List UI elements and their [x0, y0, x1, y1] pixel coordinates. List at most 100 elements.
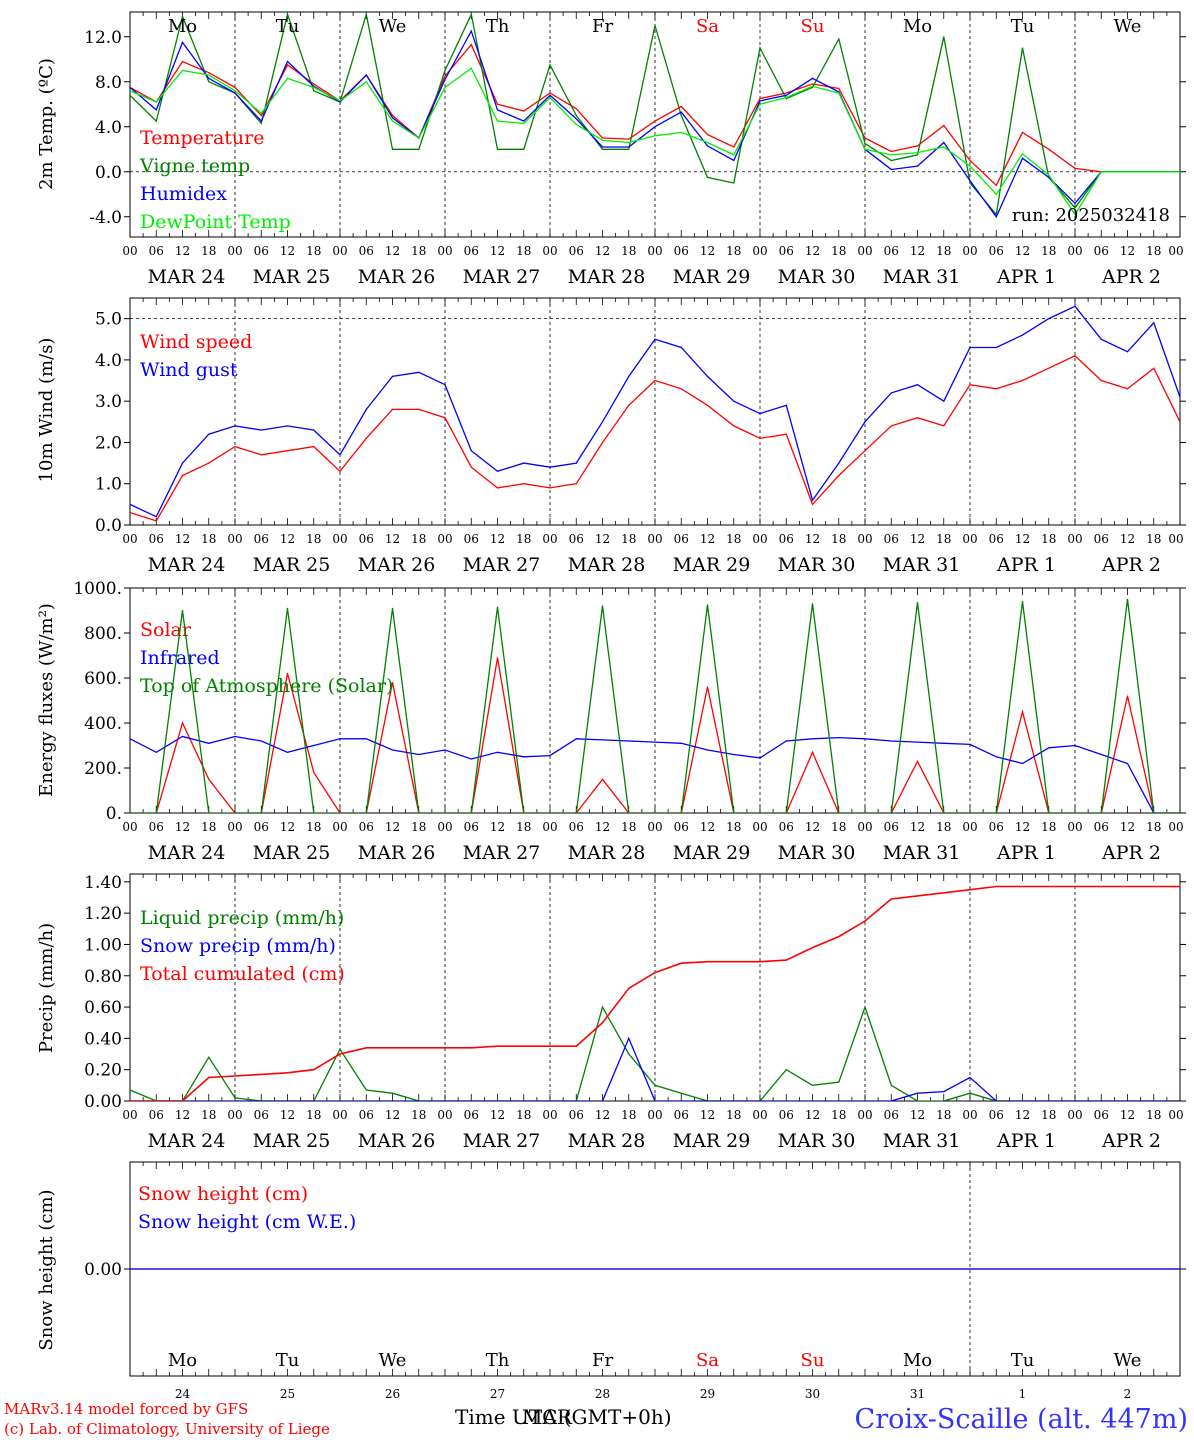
data-point — [785, 94, 787, 96]
data-point — [733, 961, 735, 963]
data-point — [759, 98, 761, 100]
data-point — [759, 812, 761, 813]
hour-tick-label: 06 — [989, 820, 1004, 834]
data-point — [444, 749, 446, 751]
data-point — [890, 740, 892, 742]
date-label: MAR 29 — [673, 842, 751, 864]
data-point — [365, 437, 367, 439]
data-point — [654, 972, 656, 974]
data-point — [864, 450, 866, 452]
hour-tick-label: 06 — [674, 820, 689, 834]
date-label: MAR 26 — [358, 1130, 436, 1152]
y-axis-label: 10m Wind (m/s) — [36, 338, 57, 483]
weekday-label: We — [1114, 1350, 1142, 1371]
data-point — [1021, 762, 1024, 765]
date-label: MAR 30 — [778, 554, 856, 576]
day-number-label: 24 — [175, 1387, 191, 1401]
data-point — [1048, 148, 1050, 150]
data-point — [155, 520, 157, 522]
hour-tick-label: 00 — [332, 820, 347, 834]
data-point — [1048, 747, 1050, 749]
hour-tick-label: 18 — [201, 532, 216, 546]
hour-tick-label: 00 — [962, 1108, 977, 1122]
data-point — [601, 1100, 604, 1101]
data-point — [890, 159, 892, 162]
data-point — [286, 672, 289, 675]
data-point — [733, 425, 735, 427]
data-point — [313, 771, 315, 774]
data-point — [549, 96, 551, 99]
data-point — [470, 30, 472, 32]
data-point — [234, 1075, 236, 1077]
data-point — [943, 141, 945, 144]
data-point — [339, 1048, 341, 1050]
hour-tick-label: 12 — [175, 1108, 190, 1122]
data-point — [391, 1047, 394, 1049]
data-point — [785, 1100, 787, 1101]
data-point — [995, 216, 997, 218]
data-point — [208, 81, 210, 83]
data-point — [496, 606, 499, 608]
hour-tick-label: 18 — [936, 244, 951, 258]
data-point — [969, 889, 971, 891]
data-point — [680, 742, 682, 744]
data-point — [365, 408, 367, 410]
data-point — [601, 778, 604, 780]
data-point — [523, 1045, 525, 1047]
data-point — [1074, 167, 1076, 169]
data-point — [391, 408, 394, 410]
date-label: APR 1 — [996, 266, 1056, 288]
hour-tick-label: 18 — [1041, 532, 1056, 546]
data-point — [286, 60, 289, 63]
data-point — [864, 1100, 866, 1101]
data-point — [1021, 885, 1024, 888]
weekday-label: Tu — [1011, 1350, 1035, 1371]
hour-tick-label: 18 — [1146, 532, 1161, 546]
data-point — [286, 607, 289, 609]
data-point — [706, 749, 709, 751]
series-line-top-of-atmosphere-solar- — [130, 599, 1180, 813]
data-point — [628, 375, 630, 377]
data-point — [1048, 174, 1050, 176]
data-point — [418, 408, 420, 410]
date-label: MAR 25 — [253, 1130, 331, 1152]
data-point — [916, 760, 919, 762]
hour-tick-label: 06 — [464, 1108, 479, 1122]
data-point — [1021, 1100, 1024, 1101]
data-point — [811, 603, 814, 605]
y-tick-label: 0.20 — [84, 1061, 122, 1081]
hour-tick-label: 06 — [254, 1108, 269, 1122]
hour-tick-label: 06 — [779, 820, 794, 834]
data-point — [680, 111, 682, 113]
data-point — [706, 686, 709, 688]
data-point — [864, 920, 866, 922]
data-point — [155, 516, 157, 518]
hour-tick-label: 06 — [989, 532, 1004, 546]
data-point — [260, 1073, 262, 1075]
data-point — [1100, 812, 1102, 813]
y-tick-label: 200. — [84, 759, 122, 779]
date-label: MAR 30 — [778, 842, 856, 864]
y-tick-label: 1.0 — [95, 475, 122, 495]
data-point — [1179, 812, 1180, 813]
date-label: MAR 29 — [673, 1130, 751, 1152]
date-label: APR 1 — [996, 842, 1056, 864]
series-line-solar — [130, 657, 1180, 813]
data-point — [365, 81, 367, 83]
data-point — [890, 150, 892, 153]
date-label: MAR 24 — [148, 554, 226, 576]
data-point — [130, 1100, 131, 1101]
data-point — [470, 67, 472, 69]
data-point — [890, 168, 892, 171]
day-number-label: 30 — [805, 1387, 820, 1401]
data-point — [943, 1100, 945, 1101]
data-point — [130, 86, 131, 88]
data-point — [208, 72, 210, 74]
data-point — [1100, 171, 1102, 173]
data-point — [864, 137, 866, 139]
hour-tick-label: 18 — [831, 244, 846, 258]
hour-tick-label: 06 — [359, 1108, 374, 1122]
hour-tick-label: 18 — [516, 244, 531, 258]
hour-tick-label: 00 — [437, 820, 452, 834]
hour-tick-label: 18 — [936, 820, 951, 834]
